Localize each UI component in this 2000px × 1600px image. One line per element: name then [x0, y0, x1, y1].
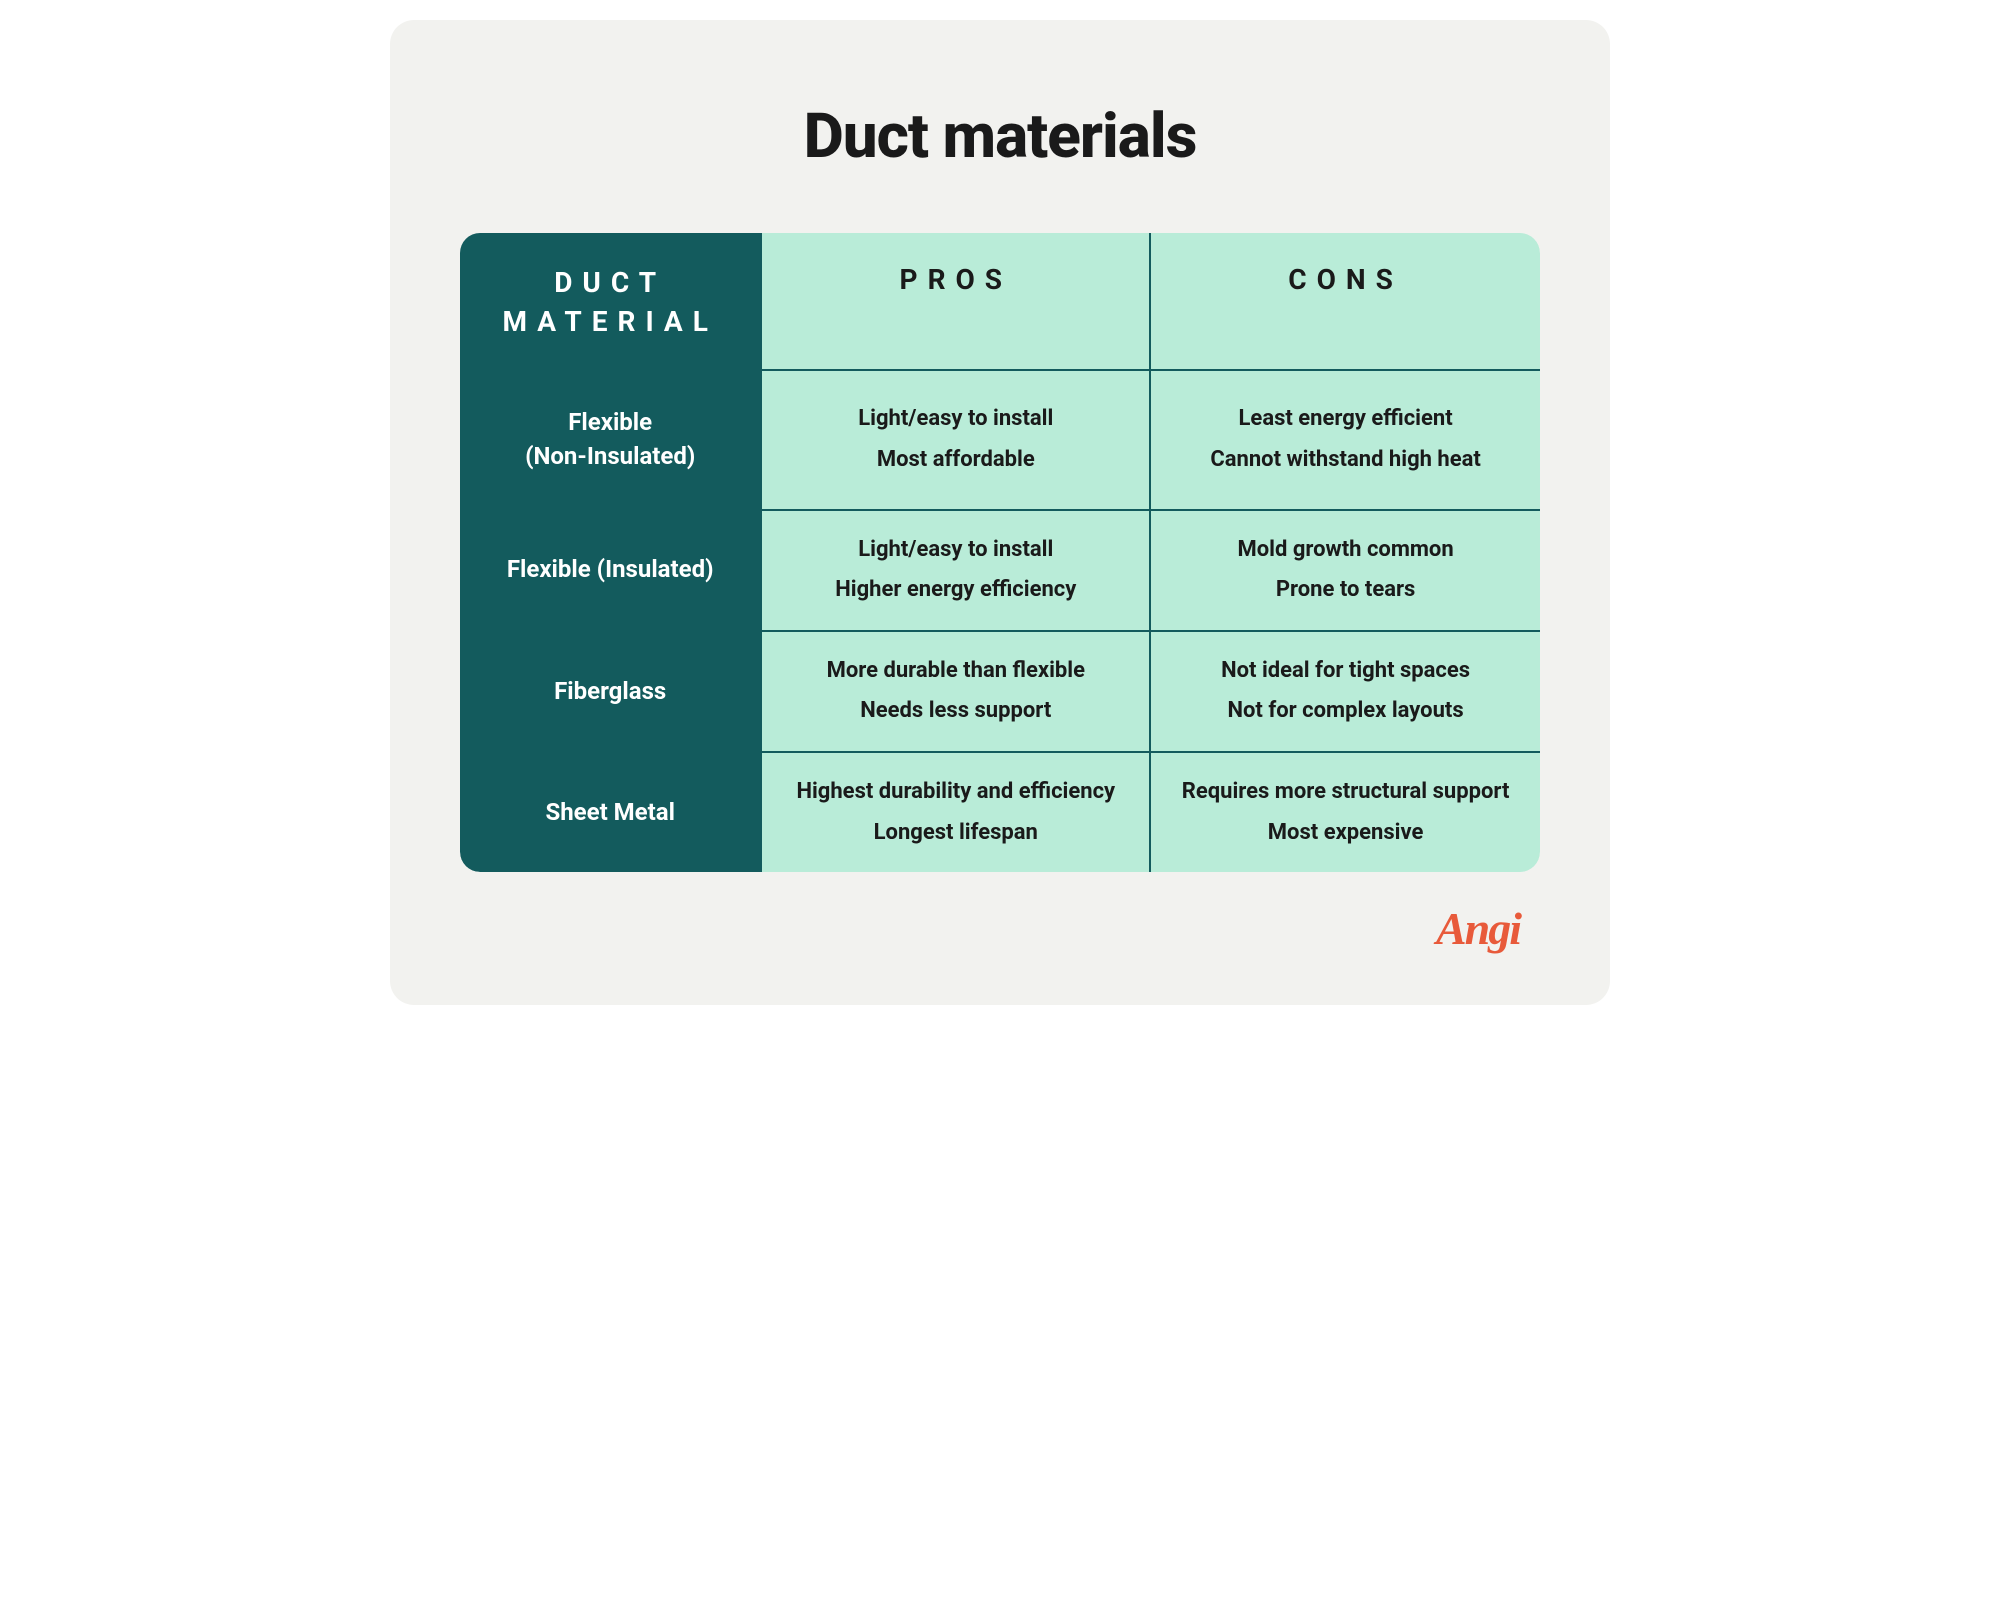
- cons-cell-1: Mold growth common Prone to tears: [1151, 511, 1540, 632]
- cons-item: Cannot withstand high heat: [1171, 446, 1520, 475]
- table-header-row: DUCT MATERIAL PROS CONS: [460, 233, 1540, 371]
- table-row: Flexible(Non-Insulated) Light/easy to in…: [460, 371, 1540, 510]
- pros-cell-2: More durable than flexible Needs less su…: [762, 632, 1151, 753]
- pros-item: Highest durability and efficiency: [782, 778, 1129, 807]
- header-pros: PROS: [762, 233, 1151, 371]
- comparison-table: DUCT MATERIAL PROS CONS Flexible(Non-Ins…: [460, 233, 1540, 872]
- pros-item: Longest lifespan: [782, 819, 1129, 848]
- pros-item: Light/easy to install: [782, 405, 1129, 434]
- material-label-0: Flexible(Non-Insulated): [525, 406, 695, 473]
- table-row: Fiberglass More durable than flexible Ne…: [460, 632, 1540, 753]
- material-cell-3: Sheet Metal: [460, 753, 762, 872]
- cons-cell-0: Least energy efficient Cannot withstand …: [1151, 371, 1540, 510]
- pros-item: Higher energy efficiency: [782, 576, 1129, 605]
- pros-cell-3: Highest durability and efficiency Longes…: [762, 753, 1151, 872]
- cons-item: Requires more structural support: [1171, 778, 1520, 807]
- pros-item: More durable than flexible: [782, 657, 1129, 686]
- cons-cell-2: Not ideal for tight spaces Not for compl…: [1151, 632, 1540, 753]
- header-material-line1: DUCT: [554, 266, 666, 299]
- cons-item: Not ideal for tight spaces: [1171, 657, 1520, 686]
- cons-item: Mold growth common: [1171, 536, 1520, 565]
- table-row: Flexible (Insulated) Light/easy to insta…: [460, 511, 1540, 632]
- header-material-line2: MATERIAL: [503, 305, 718, 338]
- header-cons: CONS: [1151, 233, 1540, 371]
- pros-item: Most affordable: [782, 446, 1129, 475]
- table-row: Sheet Metal Highest durability and effic…: [460, 753, 1540, 872]
- pros-cell-1: Light/easy to install Higher energy effi…: [762, 511, 1151, 632]
- cons-item: Least energy efficient: [1171, 405, 1520, 434]
- logo-text: Angi: [1436, 903, 1520, 954]
- material-cell-2: Fiberglass: [460, 632, 762, 753]
- cons-cell-3: Requires more structural support Most ex…: [1151, 753, 1540, 872]
- cons-item: Most expensive: [1171, 819, 1520, 848]
- material-cell-0: Flexible(Non-Insulated): [460, 371, 762, 510]
- header-material: DUCT MATERIAL: [460, 233, 762, 371]
- pros-item: Needs less support: [782, 697, 1129, 726]
- cons-item: Prone to tears: [1171, 576, 1520, 605]
- brand-logo: Angi: [460, 902, 1540, 955]
- page-title: Duct materials: [460, 100, 1540, 173]
- cons-item: Not for complex layouts: [1171, 697, 1520, 726]
- material-cell-1: Flexible (Insulated): [460, 511, 762, 632]
- pros-cell-0: Light/easy to install Most affordable: [762, 371, 1151, 510]
- infographic-container: Duct materials DUCT MATERIAL PROS CONS F…: [390, 20, 1610, 1005]
- pros-item: Light/easy to install: [782, 536, 1129, 565]
